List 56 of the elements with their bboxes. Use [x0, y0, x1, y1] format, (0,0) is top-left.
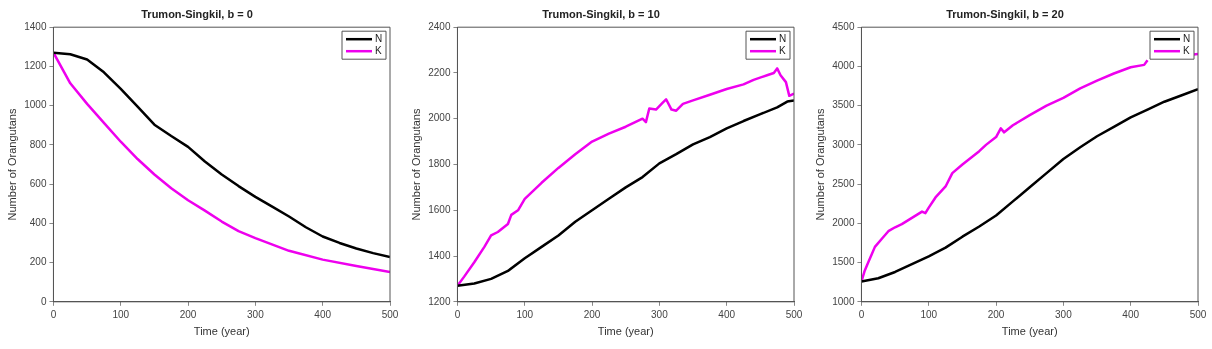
y-tick-label: 1800 — [428, 158, 451, 170]
y-tick-label: 1000 — [832, 295, 855, 307]
y-tick-label: 1400 — [428, 249, 451, 261]
y-tick-label: 1400 — [24, 20, 47, 32]
y-axis-title: Number of Orangutans — [813, 108, 826, 221]
y-tick-label: 2500 — [832, 177, 855, 189]
chart-title: Trumon-Singkil, b = 20 — [946, 7, 1064, 20]
y-tick-label: 2000 — [428, 112, 451, 124]
y-tick-label: 4500 — [832, 20, 855, 32]
x-axis-title: Time (year) — [193, 325, 250, 338]
x-tick-label: 200 — [987, 308, 1005, 320]
x-tick-label: 200 — [583, 308, 601, 320]
x-tick-label: 300 — [247, 308, 265, 320]
x-tick-label: 100 — [112, 308, 130, 320]
legend-label: N — [779, 32, 787, 44]
x-tick-label: 500 — [785, 308, 803, 320]
chart-title: Trumon-Singkil, b = 0 — [141, 7, 253, 20]
x-tick-label: 300 — [651, 308, 669, 320]
y-tick-label: 2400 — [428, 20, 451, 32]
x-tick-label: 100 — [516, 308, 534, 320]
legend-label: N — [375, 32, 383, 44]
y-tick-label: 3000 — [832, 138, 855, 150]
y-tick-label: 1000 — [24, 99, 47, 111]
y-tick-label: 1200 — [24, 60, 47, 72]
y-tick-label: 4000 — [832, 60, 855, 72]
x-axis-title: Time (year) — [597, 325, 654, 338]
x-tick-label: 400 — [1122, 308, 1140, 320]
y-tick-label: 2000 — [832, 217, 855, 229]
x-tick-label: 0 — [50, 308, 57, 320]
x-tick-label: 300 — [1055, 308, 1073, 320]
x-tick-label: 0 — [858, 308, 865, 320]
y-tick-label: 1200 — [428, 295, 451, 307]
y-tick-label: 400 — [29, 217, 47, 229]
legend-label: K — [375, 44, 382, 56]
y-axis-title: Number of Orangutans — [5, 108, 18, 221]
y-tick-label: 1600 — [428, 204, 451, 216]
x-tick-label: 100 — [920, 308, 938, 320]
legend-label: N — [1183, 32, 1191, 44]
legend-label: K — [779, 44, 786, 56]
x-tick-label: 400 — [718, 308, 736, 320]
x-tick-label: 0 — [454, 308, 461, 320]
y-axis-title: Number of Orangutans — [409, 108, 422, 221]
y-tick-label: 2200 — [428, 66, 451, 78]
y-tick-label: 3500 — [832, 99, 855, 111]
y-tick-label: 0 — [40, 295, 47, 307]
y-tick-label: 200 — [29, 256, 47, 268]
y-tick-label: 1500 — [832, 256, 855, 268]
chart-title: Trumon-Singkil, b = 10 — [542, 7, 660, 20]
legend-label: K — [1183, 44, 1190, 56]
x-tick-label: 500 — [1189, 308, 1207, 320]
y-tick-label: 800 — [29, 138, 47, 150]
x-tick-label: 500 — [381, 308, 399, 320]
x-tick-label: 200 — [179, 308, 197, 320]
x-tick-label: 400 — [314, 308, 332, 320]
x-axis-title: Time (year) — [1001, 325, 1058, 338]
y-tick-label: 600 — [29, 177, 47, 189]
